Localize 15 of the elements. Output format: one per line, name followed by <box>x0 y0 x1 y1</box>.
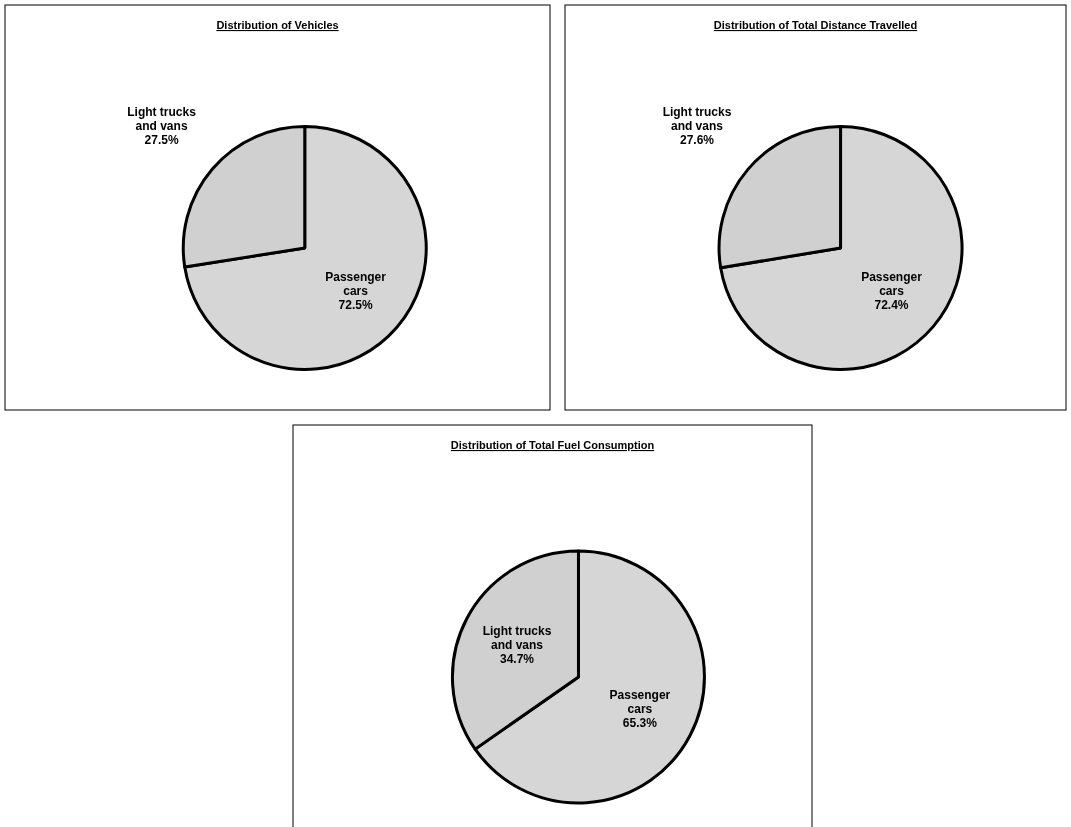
chart-title: Distribution of Total Distance Travelled <box>713 19 918 31</box>
chart-title: Distribution of Total Fuel Consumption <box>450 439 655 451</box>
data-label: 27.6% <box>679 133 715 148</box>
data-label: 72.4% <box>874 298 909 313</box>
slice-label: Light trucks and vans <box>127 104 197 133</box>
data-label: 72.5% <box>338 298 373 313</box>
chart-title: Distribution of Vehicles <box>216 19 339 31</box>
slice-label: Passenger cars <box>325 270 387 299</box>
data-label: 34.7% <box>499 651 535 666</box>
slice-label: Light trucks and vans <box>482 623 552 652</box>
slice-label: Light trucks and vans <box>662 105 732 134</box>
slice-label: Passenger cars <box>609 688 671 717</box>
data-label: 65.3% <box>622 716 658 731</box>
data-label: 27.5% <box>144 132 179 147</box>
slice-label: Passenger cars <box>861 270 923 299</box>
